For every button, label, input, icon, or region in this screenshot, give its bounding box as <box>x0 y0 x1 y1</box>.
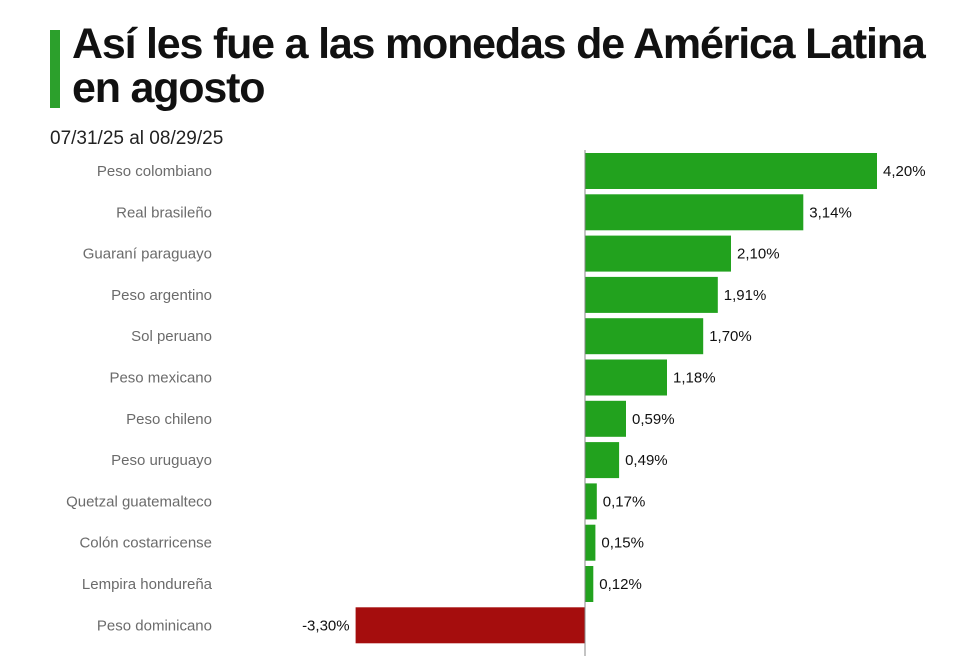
bar-2 <box>585 235 731 272</box>
category-label-10: Lempira hondureña <box>82 576 213 593</box>
category-label-5: Peso mexicano <box>109 370 212 387</box>
bar-8 <box>585 483 597 520</box>
category-label-8: Quetzal guatemalteco <box>66 493 212 510</box>
bar-1 <box>585 194 804 231</box>
bar-3 <box>585 276 718 313</box>
value-label-6: 0,59% <box>632 411 675 428</box>
value-label-11: -3,30% <box>302 617 350 634</box>
bar-10 <box>585 566 594 602</box>
value-label-7: 0,49% <box>625 452 668 469</box>
date-range-subtitle: 07/31/25 al 08/29/25 <box>50 128 224 149</box>
bar-0 <box>585 153 877 189</box>
category-label-2: Guaraní paraguayo <box>83 246 212 263</box>
value-label-5: 1,18% <box>673 370 716 387</box>
bar-9 <box>585 524 596 561</box>
value-label-0: 4,20% <box>883 163 926 180</box>
bar-4 <box>585 318 704 355</box>
value-label-3: 1,91% <box>724 287 767 304</box>
bar-5 <box>585 359 667 396</box>
category-label-1: Real brasileño <box>116 204 212 221</box>
category-label-11: Peso dominicano <box>97 617 212 634</box>
value-label-8: 0,17% <box>603 493 646 510</box>
value-label-2: 2,10% <box>737 246 780 263</box>
bar-11 <box>355 607 585 644</box>
chart-title: Así les fue a las monedas de América Lat… <box>72 20 926 112</box>
value-label-10: 0,12% <box>599 576 642 593</box>
category-label-0: Peso colombiano <box>97 163 212 180</box>
category-label-3: Peso argentino <box>111 287 212 304</box>
value-label-4: 1,70% <box>709 328 752 345</box>
category-label-9: Colón costarricense <box>79 535 212 552</box>
title-accent-bar <box>50 30 60 108</box>
bar-6 <box>585 400 626 437</box>
value-label-1: 3,14% <box>809 204 852 221</box>
category-label-6: Peso chileno <box>126 411 212 428</box>
category-label-4: Sol peruano <box>131 328 212 345</box>
category-label-7: Peso uruguayo <box>111 452 212 469</box>
value-label-9: 0,15% <box>601 535 644 552</box>
bar-7 <box>585 442 620 479</box>
